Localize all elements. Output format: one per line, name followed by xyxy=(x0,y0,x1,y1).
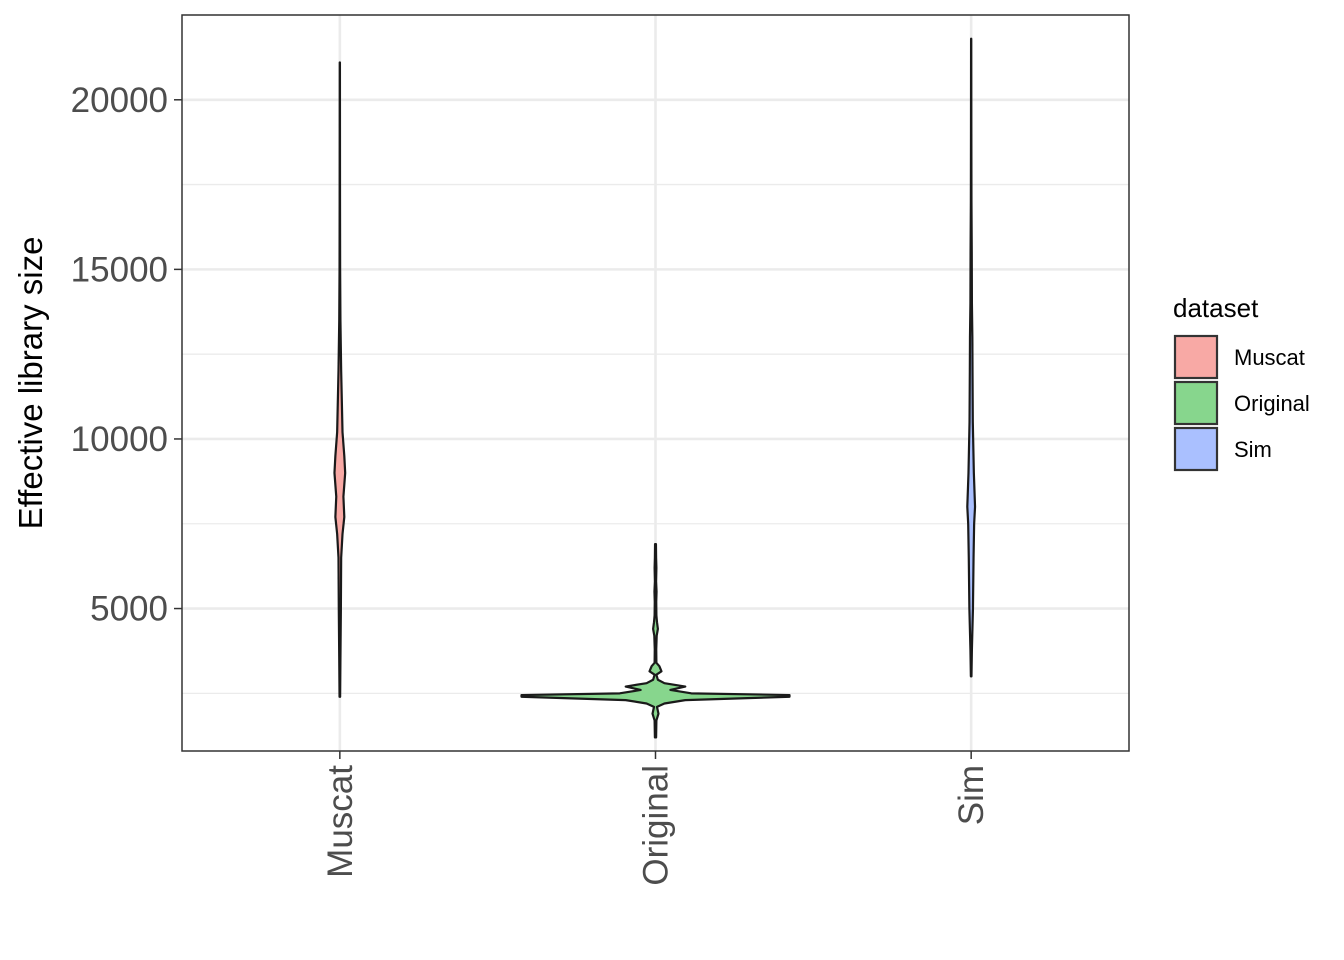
y-tick-label: 10000 xyxy=(71,420,168,459)
legend-label-original: Original xyxy=(1234,391,1310,416)
x-tick-label: Sim xyxy=(952,765,991,825)
legend-label-sim: Sim xyxy=(1234,437,1272,462)
y-tick-label: 5000 xyxy=(90,590,168,629)
legend: Muscat Original Sim xyxy=(1173,334,1310,472)
violin-sim xyxy=(966,37,977,678)
y-axis-title: Effective library size xyxy=(12,237,49,530)
legend-title: dataset xyxy=(1173,293,1259,323)
x-axis: Muscat Original Sim xyxy=(321,751,991,886)
violin-original xyxy=(520,543,791,739)
legend-key-original xyxy=(1173,380,1219,426)
x-tick-label: Original xyxy=(637,765,676,886)
violins xyxy=(333,37,977,739)
x-tick-label: Muscat xyxy=(321,765,360,878)
legend-key-muscat xyxy=(1173,334,1219,380)
y-tick-label: 15000 xyxy=(71,250,168,289)
y-axis: 5000 10000 15000 20000 xyxy=(71,81,182,629)
violin-muscat xyxy=(333,61,347,698)
legend-label-muscat: Muscat xyxy=(1234,345,1305,370)
legend-key-sim xyxy=(1173,426,1219,472)
y-tick-label: 20000 xyxy=(71,81,168,120)
